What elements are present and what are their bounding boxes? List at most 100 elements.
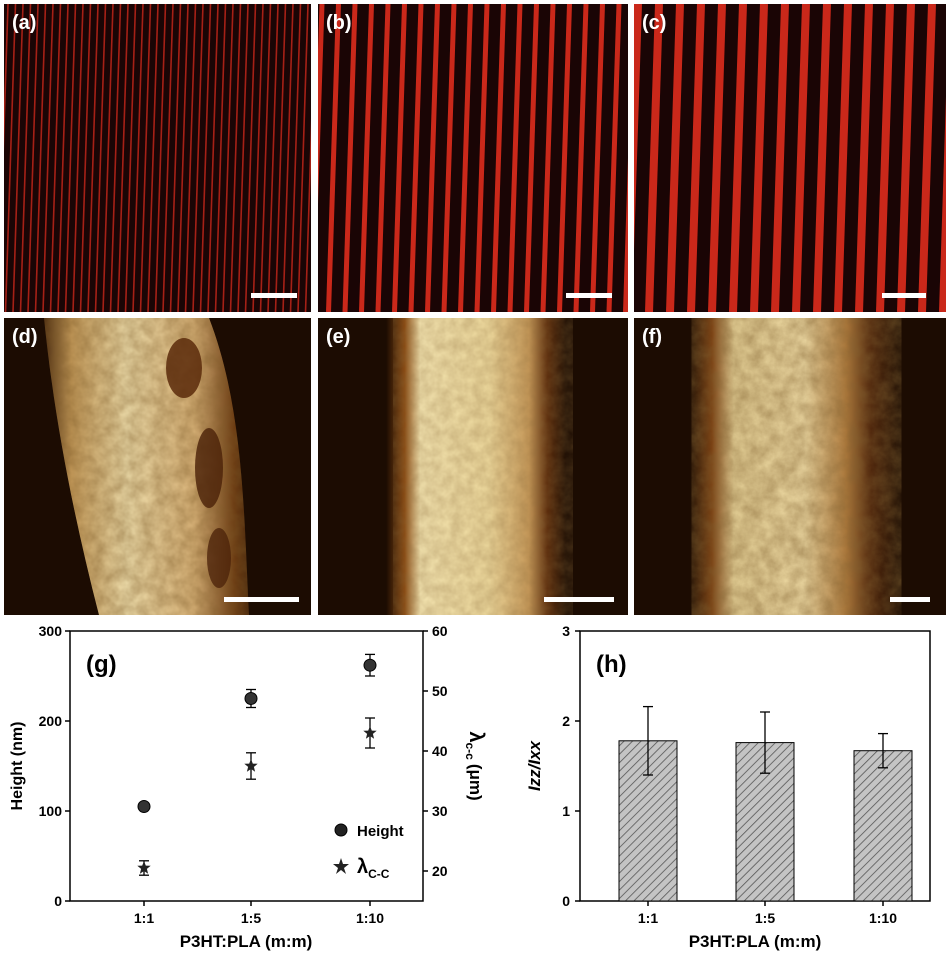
fluorescent-stripe xyxy=(326,4,341,312)
fluorescent-stripe xyxy=(267,4,279,312)
fluorescent-stripe xyxy=(606,4,622,312)
fluorescent-stripe xyxy=(214,4,227,312)
fluorescent-stripe xyxy=(154,4,167,312)
height-point xyxy=(244,692,258,705)
fluorescent-stripe xyxy=(12,4,24,312)
fluorescent-stripe xyxy=(359,4,374,312)
fluorescent-stripe xyxy=(573,4,589,312)
x-tick-label: 1:10 xyxy=(869,910,897,926)
fluorescent-stripe xyxy=(222,4,234,312)
panel-label-a: (a) xyxy=(12,12,37,34)
legend-star-marker xyxy=(333,858,349,874)
fluorescent-stripe xyxy=(304,117,311,312)
y-tick-label-left: 0 xyxy=(54,893,62,909)
fluorescent-stripe xyxy=(408,4,424,312)
chart-h-svg: (h) Izz/Ixx P3HT:PLA (m:m) 0 1 2 3 1:1 1:5 1:1… xyxy=(525,623,931,951)
fluorescent-stripe xyxy=(274,4,287,312)
fluorescent-stripe xyxy=(177,4,189,312)
panel-a-fluorescence-image: (a) xyxy=(4,4,311,312)
chart-g-svg: (g) Height (nm) P3HT:PLA (m:m) λc-c(μm) … xyxy=(9,623,487,951)
y-tick-label-right: 50 xyxy=(432,683,448,699)
plot-frame xyxy=(69,630,424,902)
scale-bar xyxy=(544,597,614,602)
fluorescent-stripe xyxy=(139,4,152,312)
y-tick-label-left: 100 xyxy=(39,803,63,819)
fluorescent-stripe xyxy=(109,4,122,312)
fluorescent-stripe xyxy=(687,4,705,312)
fluorescent-stripe xyxy=(750,4,768,312)
fluorescent-stripe xyxy=(244,4,257,312)
fluorescence-stripes-fine xyxy=(4,4,311,312)
fluorescent-stripe xyxy=(27,4,39,312)
fluorescent-stripe xyxy=(729,4,747,312)
fluorescent-stripe xyxy=(147,4,159,312)
legend-lambda-subscript: C-C xyxy=(368,867,390,881)
fluorescent-stripe xyxy=(282,4,294,312)
x-axis-label: P3HT:PLA (m:m) xyxy=(180,932,313,951)
fluorescent-stripe xyxy=(939,96,946,312)
fluorescent-stripe xyxy=(207,4,219,312)
scale-bar xyxy=(566,293,612,298)
fluorescent-stripe xyxy=(897,4,915,312)
fluorescent-stripe xyxy=(57,4,69,312)
y-tick-label: 0 xyxy=(562,893,570,909)
panel-c-fluorescence-image: (c) xyxy=(634,4,946,312)
lambda-unit: (μm) xyxy=(466,764,485,801)
fluorescent-stripe xyxy=(79,4,92,312)
fluorescent-stripe xyxy=(524,4,539,312)
x-axis-label: P3HT:PLA (m:m) xyxy=(689,932,822,951)
scale-bar xyxy=(251,293,297,298)
fluorescent-stripe xyxy=(918,4,936,312)
scale-bar xyxy=(224,597,299,602)
fluorescent-stripe xyxy=(124,4,137,312)
chart-g-panel-label: (g) xyxy=(86,651,117,678)
fluorescent-stripe xyxy=(199,4,212,312)
x-tick-label: 1:1 xyxy=(638,910,658,926)
panel-f-afm-image: (f) xyxy=(634,318,946,615)
fluorescent-stripe xyxy=(192,4,204,312)
fluorescent-stripe xyxy=(623,157,628,312)
fluorescent-stripe xyxy=(855,4,873,312)
legend-lambda-symbol: λ xyxy=(357,856,368,878)
y-axis-label-right: λc-c (μm) xyxy=(463,731,487,800)
panel-d-afm-image: (d) xyxy=(4,318,311,615)
fluorescent-stripe xyxy=(94,4,107,312)
y-axis-label: Izz/Ixx xyxy=(525,739,544,791)
fluorescence-stripes-wide xyxy=(634,4,946,312)
legend-lambda-label: λC-C xyxy=(357,856,390,881)
y-tick-label: 1 xyxy=(562,803,570,819)
fluorescent-stripe xyxy=(162,4,174,312)
panel-label-d: (d) xyxy=(12,326,38,348)
fluorescent-stripe xyxy=(42,4,54,312)
fluorescent-stripe xyxy=(72,4,84,312)
legend: Height λC-C xyxy=(333,823,404,881)
y-tick-label-left: 200 xyxy=(39,713,63,729)
y-tick-label-right: 60 xyxy=(432,623,448,639)
y-tick-label-right: 30 xyxy=(432,803,448,819)
fluorescent-stripe xyxy=(289,4,302,312)
fluorescent-stripe xyxy=(491,4,506,312)
fluorescent-stripe xyxy=(64,4,77,312)
fluorescent-stripe xyxy=(102,4,114,312)
fluorescent-stripe xyxy=(876,4,894,312)
fluorescent-stripe xyxy=(87,4,99,312)
scale-bar xyxy=(890,597,930,602)
fluorescent-stripe xyxy=(540,4,556,312)
panel-label-c: (c) xyxy=(642,12,667,34)
y-tick-label-left: 300 xyxy=(39,623,63,639)
fluorescent-stripe xyxy=(441,4,457,312)
afm-stripe-image xyxy=(318,318,628,615)
fluorescent-stripe xyxy=(4,4,9,152)
lambda-point xyxy=(137,861,151,874)
x-tick-label: 1:1 xyxy=(134,910,154,926)
svg-text:λc-c(μm): λc-c (μm) xyxy=(463,731,487,800)
chart-h-panel-label: (h) xyxy=(596,651,627,678)
x-tick-label: 1:10 xyxy=(356,910,384,926)
fluorescent-stripe xyxy=(834,4,852,312)
lambda-subscript: c-c xyxy=(463,742,477,760)
fluorescent-stripe xyxy=(392,4,407,312)
fluorescent-stripe xyxy=(634,4,642,251)
panel-e-afm-image: (e) xyxy=(318,318,628,615)
chart-h-orientation-ratio: (h) Izz/Ixx P3HT:PLA (m:m) 0 1 2 3 1:1 1:5 1:1… xyxy=(490,620,950,960)
fluorescent-stripe xyxy=(375,4,391,312)
